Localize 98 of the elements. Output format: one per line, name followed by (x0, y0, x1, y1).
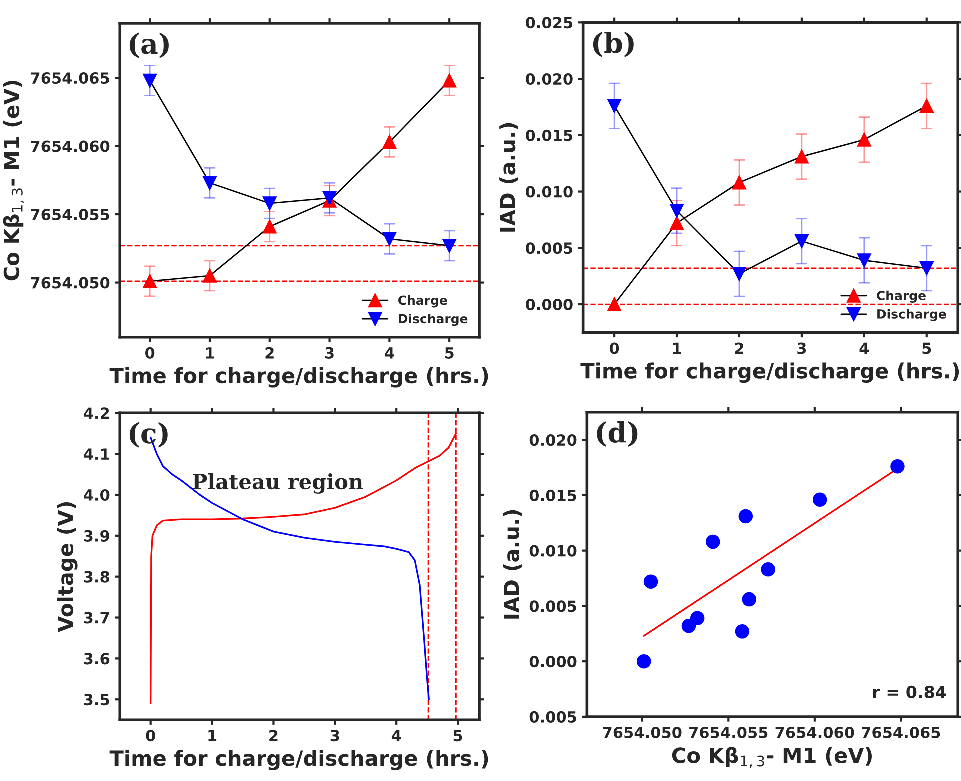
point (608, 298, 622, 312)
y-axis-title: Voltage (V) (57, 502, 78, 632)
x-axis-title: Time for charge/discharge (hrs.) (110, 367, 488, 388)
point (890, 460, 905, 474)
point (706, 534, 720, 550)
point (920, 261, 934, 276)
y-tick-label: 7654.050 (31, 277, 110, 289)
x-tick-label: 7654.060 (776, 726, 854, 739)
x-tick-label: 2 (735, 342, 744, 354)
y-tick-label: 3.7 (84, 612, 110, 624)
point (742, 592, 756, 607)
x-tick-label: 3 (325, 347, 334, 359)
annotation: (d) (597, 422, 638, 447)
point (670, 216, 684, 230)
x-tick-label: 5 (922, 342, 932, 354)
point (795, 150, 809, 164)
x-axis-title: Co Kβ$_{1,3}$- M1 (eV) (672, 747, 872, 768)
point (738, 509, 754, 524)
point (382, 135, 397, 150)
x-tick-label: 0 (610, 342, 620, 354)
annotation: (b) (593, 32, 634, 58)
legend-label: Discharge (878, 309, 946, 322)
point (143, 274, 158, 288)
y-tick-label: 0.025 (526, 17, 573, 29)
y-tick-label: 3.6 (84, 653, 110, 665)
point (442, 74, 457, 88)
y-tick-label: 7654.060 (31, 140, 110, 152)
x-tick-label: 4 (392, 730, 402, 742)
point (262, 220, 277, 234)
point (857, 132, 872, 147)
point (732, 176, 746, 190)
point (322, 191, 337, 206)
point (670, 204, 684, 218)
point (761, 562, 776, 577)
y-tick-label: 3.5 (84, 694, 110, 706)
point (442, 238, 457, 253)
point (812, 492, 828, 507)
y-tick-label: 0.020 (526, 73, 573, 86)
x-tick-label: 1 (673, 342, 682, 354)
y-tick-label: 4.1 (84, 448, 110, 460)
x-tick-label: 1 (208, 730, 217, 742)
x-tick-label: 3 (798, 342, 806, 354)
point (690, 611, 705, 626)
y-tick-label: 0.005 (530, 600, 576, 612)
x-tick-label: 5 (445, 348, 454, 359)
annotation: Plateau region (192, 474, 364, 494)
x-axis-title: Time for charge/discharge (hrs.) (580, 362, 960, 384)
y-tick-label: 0.000 (530, 656, 577, 668)
y-tick-label: 0.020 (530, 434, 577, 446)
point (857, 254, 872, 268)
x-tick-label: 4 (860, 342, 870, 354)
point (203, 269, 217, 283)
x-tick-label: 7654.050 (603, 726, 682, 739)
x-tick-label: 0 (146, 730, 156, 742)
legend-label: Charge (877, 290, 926, 304)
y-tick-label: 7654.055 (31, 209, 110, 221)
y-tick-label: 0.010 (526, 186, 573, 198)
annotation: (c) (130, 422, 168, 448)
x-tick-label: 4 (385, 348, 394, 359)
y-tick-label: 0.005 (530, 711, 576, 723)
y-axis-title: Co Kβ$_{1,3}$- M1 (eV) (3, 81, 24, 281)
y-tick-label: 0.015 (530, 490, 576, 502)
x-tick-label: 7654.065 (862, 726, 940, 739)
y-tick-label: 0.015 (526, 130, 573, 142)
x-tick-label: 5 (454, 730, 462, 742)
point (732, 267, 746, 282)
point (143, 74, 158, 88)
annotation: r = 0.84 (873, 686, 946, 698)
point (636, 654, 652, 669)
point (644, 574, 658, 589)
point (382, 232, 397, 246)
x-tick-label: 7654.055 (690, 726, 768, 739)
legend-label: Discharge (399, 314, 468, 326)
point (735, 624, 750, 639)
point (795, 234, 809, 248)
y-tick-label: 0.000 (526, 298, 573, 311)
y-tick-label: 3.9 (84, 530, 110, 542)
y-tick-label: 4.2 (84, 408, 110, 419)
legend-label: Charge (398, 296, 448, 308)
point (262, 196, 277, 211)
x-tick-label: 3 (330, 730, 340, 742)
y-tick-label: 3.8 (84, 571, 110, 583)
y-tick-label: 0.005 (526, 242, 573, 254)
point (608, 99, 622, 114)
y-tick-label: 4.0 (84, 489, 110, 502)
x-tick-label: 2 (266, 347, 274, 359)
point (682, 619, 696, 634)
x-tick-label: 1 (206, 348, 214, 359)
x-tick-label: 2 (270, 730, 278, 742)
y-axis-title: IAD (a.u.) (500, 123, 518, 232)
point (203, 176, 217, 190)
annotation: (a) (130, 32, 169, 58)
y-axis-title: IAD (a.u.) (503, 510, 522, 619)
y-tick-label: 0.010 (530, 545, 577, 557)
point (920, 99, 934, 114)
x-tick-label: 0 (145, 347, 155, 359)
x-axis-title: Time for charge/discharge (hrs.) (110, 750, 488, 770)
y-tick-label: 7654.065 (31, 72, 110, 84)
